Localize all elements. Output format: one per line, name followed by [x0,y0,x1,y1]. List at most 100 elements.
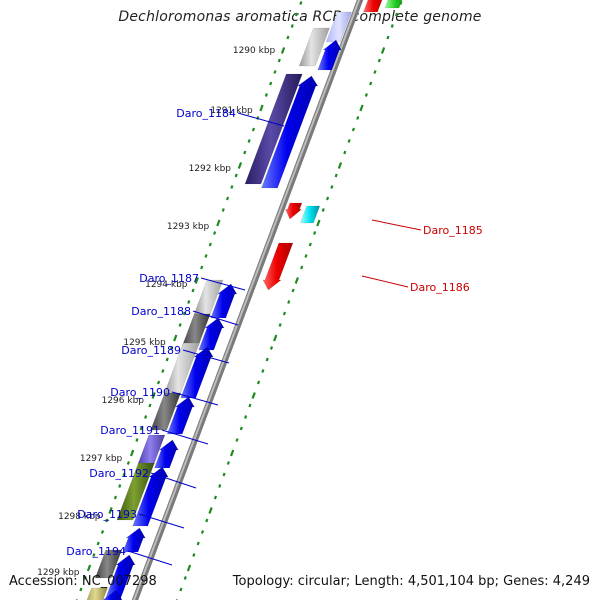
scale-tick [294,277,299,284]
forward-gene-arrow[interactable] [105,554,136,599]
scale-tick [300,265,304,270]
reverse-gene-arrow[interactable] [285,202,303,220]
gene-leader-line [200,277,246,291]
scale-tick [122,472,126,477]
scale-tick [251,127,256,132]
forward-gene-arrow[interactable] [122,527,146,553]
scale-tick [165,357,169,362]
cog-gene-block[interactable] [298,27,330,67]
scale-tick [265,357,269,362]
scale-tick [192,553,196,557]
scale-tick [79,587,83,592]
forward-gene-arrow[interactable] [101,589,123,600]
genome-summary: Topology: circular; Length: 4,501,104 bp… [232,574,590,589]
scale-tick [118,484,122,488]
scale-tick [394,12,399,17]
forward-gene-arrow[interactable] [261,75,319,189]
scale-tick [186,564,192,572]
scale-tick [291,288,295,293]
scale-tick [183,576,187,580]
scale-tick [308,242,312,247]
map-title: Dechloromonas aromatica RCB, complete ge… [118,9,482,25]
scale-tick [343,150,347,155]
cog-gene-block[interactable] [116,462,155,521]
gene-leader-line [182,349,230,364]
forward-gene-arrow[interactable] [198,317,225,351]
scale-tick [92,553,96,557]
gene-leader-line [150,472,197,489]
scale-tick [337,162,343,169]
gene-label[interactable]: Daro_1187 [139,272,199,285]
forward-gene-arrow[interactable] [154,439,179,469]
topology-value: circular [297,574,346,589]
scale-tick [248,403,252,408]
forward-gene-arrow[interactable] [384,0,406,9]
forward-gene-arrow[interactable] [166,396,195,435]
scale-tick [294,12,299,17]
scale-tick [304,254,308,258]
gene-label[interactable]: Daro_1191 [100,424,160,437]
reverse-gene-arrow[interactable] [262,242,294,291]
scale-tick [330,185,334,189]
scale-label: 1292 kbp [189,164,232,174]
scale-tick [247,139,251,143]
gene-label[interactable]: Daro_1194 [66,545,126,558]
gene-label[interactable]: Daro_1189 [121,344,181,357]
gene-label[interactable]: Daro_1193 [77,508,137,521]
gene-label[interactable]: Daro_1190 [110,386,170,399]
gene-label[interactable]: Daro_1185 [423,224,483,237]
scale-tick [234,173,238,178]
scale-tick [96,541,100,546]
scale-tick [286,35,290,40]
gene-leader-line [161,429,209,445]
gene-label[interactable]: Daro_1188 [131,305,191,318]
scale-tick [194,277,199,284]
scale-tick [129,449,135,457]
forward-gene-arrow[interactable] [180,346,214,399]
scale-tick [161,369,165,373]
scale-tick [205,518,209,523]
scale-label: 1299 kbp [37,568,80,578]
cog-gene-block[interactable] [244,73,303,185]
scale-tick [178,323,182,327]
cog-gene-block[interactable] [325,11,352,43]
gene-leader-line [127,550,173,566]
forward-gene-arrow[interactable] [210,283,238,319]
scale-tick [390,24,394,28]
accession-label: Accession: [9,574,78,589]
scale-tick [299,1,303,5]
scale-tick [356,116,360,120]
scale-tick [243,150,247,155]
scale-tick [273,334,278,342]
scale-label: 1294 kbp [145,280,188,290]
gene-label[interactable]: Daro_1186 [410,281,470,294]
gene-leader-line [371,219,422,231]
gene-label[interactable]: Daro_1184 [176,107,236,120]
topology-label: Topology: [232,574,294,589]
scale-tick [239,426,243,431]
scale-tick [244,415,248,419]
scale-tick [230,185,234,189]
cog-gene-block[interactable] [299,205,321,224]
scale-tick [139,426,143,431]
scale-tick [208,242,212,247]
scale-tick [359,104,364,112]
scale-label: 1293 kbp [167,222,210,232]
reverse-gene-arrow[interactable] [363,0,386,13]
scale-tick [325,196,330,201]
scale-label: 1290 kbp [233,46,276,56]
gene-label[interactable]: Daro_1192 [89,467,149,480]
cog-gene-block[interactable] [94,549,123,579]
forward-gene-arrow[interactable] [317,39,342,71]
scale-tick [86,564,92,572]
scale-label: 1295 kbp [123,338,166,348]
cog-gene-block[interactable] [83,587,108,600]
scale-tick [334,173,338,178]
scale-tick [113,495,118,500]
scale-tick [256,116,260,120]
scale-tick [351,127,356,132]
scale-tick [83,576,87,580]
gene-leader-line [171,391,219,406]
scale-tick [280,47,286,54]
